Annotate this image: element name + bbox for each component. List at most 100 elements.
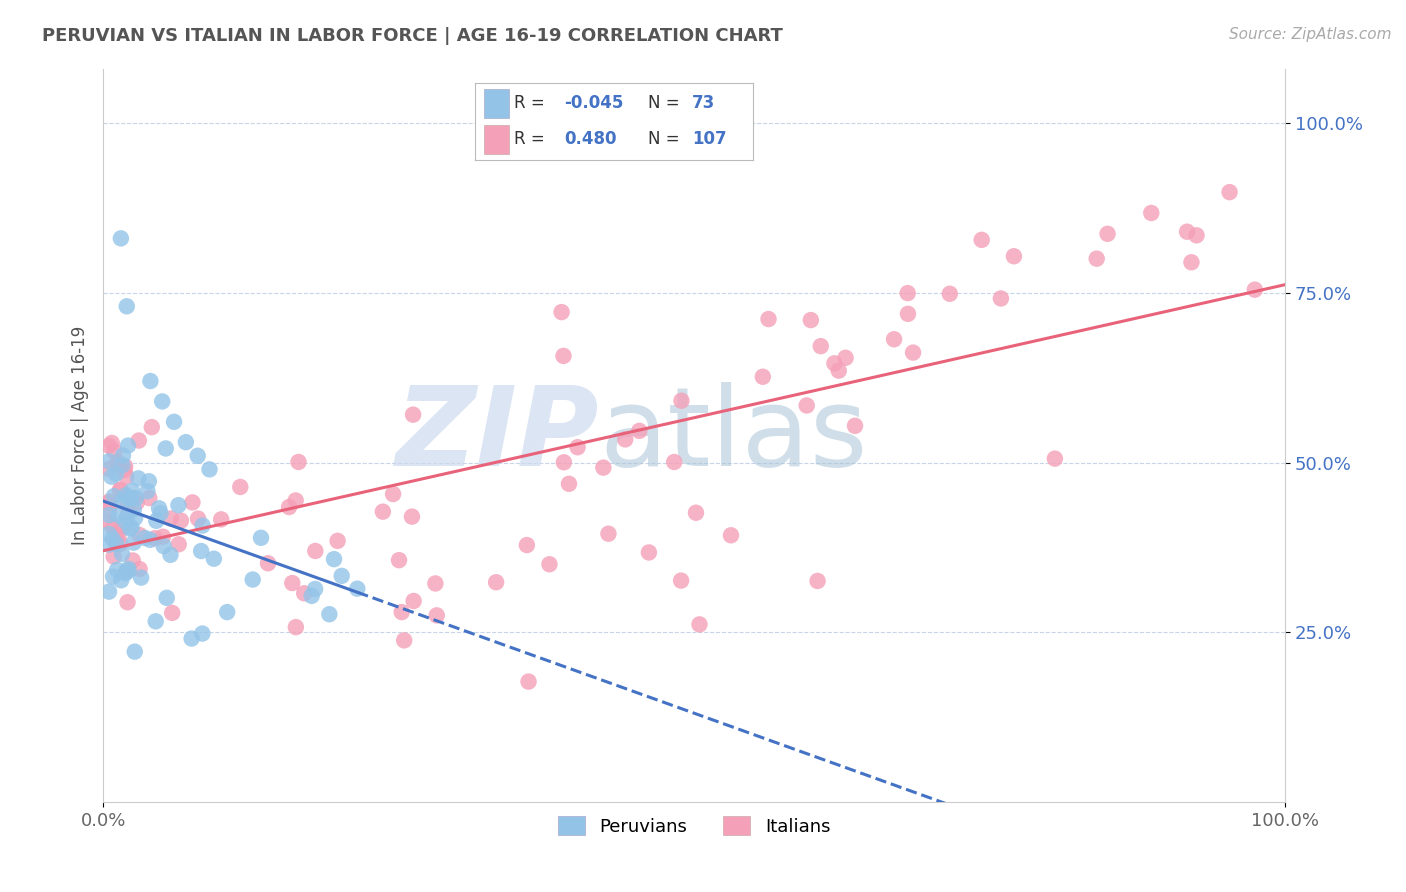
Point bbox=[664, 455, 686, 469]
Point bbox=[1219, 185, 1241, 199]
Point bbox=[883, 332, 905, 346]
Point bbox=[758, 312, 780, 326]
Point bbox=[145, 514, 167, 528]
Point bbox=[159, 548, 181, 562]
Point bbox=[688, 617, 710, 632]
Point bbox=[101, 520, 124, 534]
Point bbox=[117, 564, 139, 578]
Point bbox=[323, 552, 346, 566]
Point bbox=[141, 420, 163, 434]
Point bbox=[110, 231, 132, 245]
Point bbox=[105, 537, 128, 551]
Point bbox=[401, 509, 423, 524]
Point bbox=[100, 469, 122, 483]
Point bbox=[122, 535, 145, 549]
Point bbox=[138, 491, 160, 505]
Point bbox=[550, 305, 572, 319]
Point bbox=[98, 527, 121, 541]
Point bbox=[598, 526, 620, 541]
Point bbox=[1243, 283, 1265, 297]
Point bbox=[114, 566, 136, 581]
Point bbox=[163, 415, 186, 429]
Point bbox=[111, 458, 134, 473]
Point bbox=[114, 463, 136, 477]
Point bbox=[800, 313, 823, 327]
Point bbox=[174, 435, 197, 450]
Point bbox=[485, 575, 508, 590]
Y-axis label: In Labor Force | Age 16-19: In Labor Force | Age 16-19 bbox=[72, 326, 89, 545]
Point bbox=[124, 511, 146, 525]
Point bbox=[796, 399, 818, 413]
Point bbox=[114, 459, 136, 474]
Point bbox=[304, 582, 326, 596]
Text: ZIP: ZIP bbox=[396, 382, 599, 489]
Point bbox=[156, 591, 179, 605]
Point bbox=[278, 500, 301, 514]
Point bbox=[98, 439, 121, 453]
Point bbox=[127, 471, 149, 485]
Point bbox=[136, 484, 159, 499]
Point bbox=[304, 544, 326, 558]
Point bbox=[970, 233, 993, 247]
Text: atlas: atlas bbox=[599, 382, 868, 489]
Point bbox=[124, 645, 146, 659]
Point bbox=[114, 488, 136, 502]
Point bbox=[150, 394, 173, 409]
Point bbox=[98, 508, 121, 522]
Point bbox=[388, 553, 411, 567]
Point bbox=[115, 565, 138, 579]
Point bbox=[180, 632, 202, 646]
Point bbox=[558, 476, 581, 491]
Point bbox=[553, 349, 575, 363]
Point bbox=[371, 505, 394, 519]
Point bbox=[98, 538, 121, 552]
Point bbox=[844, 418, 866, 433]
Point bbox=[191, 626, 214, 640]
Point bbox=[134, 531, 156, 545]
Point bbox=[391, 605, 413, 619]
Point bbox=[167, 498, 190, 512]
Point bbox=[720, 528, 742, 542]
Point bbox=[155, 442, 177, 456]
Point bbox=[98, 494, 121, 508]
Point bbox=[117, 595, 139, 609]
Point bbox=[115, 469, 138, 483]
Point bbox=[117, 497, 139, 511]
Point bbox=[187, 449, 209, 463]
Point bbox=[425, 576, 447, 591]
Point bbox=[229, 480, 252, 494]
Point bbox=[614, 433, 637, 447]
Point bbox=[402, 594, 425, 608]
Point bbox=[129, 571, 152, 585]
Legend: Peruvians, Italians: Peruvians, Italians bbox=[548, 807, 839, 845]
Point bbox=[242, 573, 264, 587]
Point bbox=[125, 495, 148, 509]
Point bbox=[685, 506, 707, 520]
Point bbox=[834, 351, 856, 365]
Point bbox=[139, 533, 162, 547]
Point bbox=[145, 615, 167, 629]
Point bbox=[426, 608, 449, 623]
Point bbox=[118, 504, 141, 518]
Point bbox=[101, 436, 124, 450]
Point bbox=[128, 528, 150, 542]
Point bbox=[121, 553, 143, 567]
Point bbox=[516, 538, 538, 552]
Point bbox=[167, 537, 190, 551]
Point bbox=[115, 299, 138, 313]
Point bbox=[143, 531, 166, 545]
Point bbox=[939, 286, 962, 301]
Point bbox=[1043, 451, 1066, 466]
Point bbox=[101, 569, 124, 583]
Point bbox=[110, 537, 132, 551]
Point bbox=[318, 607, 340, 622]
Point bbox=[517, 674, 540, 689]
Point bbox=[1097, 227, 1119, 241]
Point bbox=[107, 455, 129, 469]
Point bbox=[284, 620, 307, 634]
Point bbox=[122, 502, 145, 516]
Point bbox=[98, 462, 121, 476]
Point bbox=[901, 345, 924, 359]
Point bbox=[810, 339, 832, 353]
Point bbox=[382, 487, 405, 501]
